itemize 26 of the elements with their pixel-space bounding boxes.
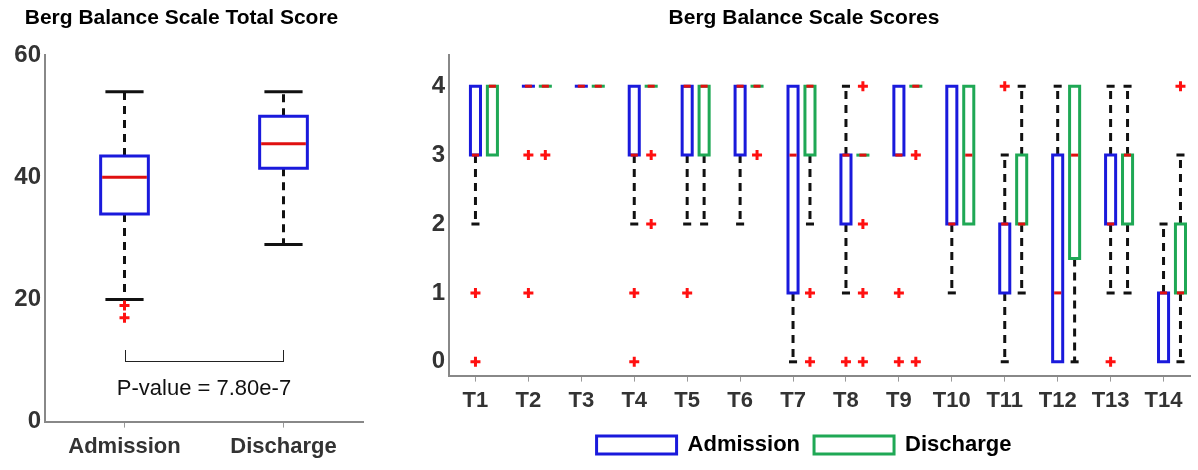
x-tick-label: T5 bbox=[674, 386, 701, 412]
x-tick-label: T2 bbox=[515, 386, 542, 412]
y-tick-label: 60 bbox=[14, 39, 41, 67]
x-tick-label: T6 bbox=[727, 386, 753, 412]
y-tick-label: 2 bbox=[431, 208, 445, 236]
y-tick-label: 4 bbox=[431, 70, 446, 98]
annotation: P-value = 7.80e-7 bbox=[116, 374, 292, 400]
x-tick-label: T10 bbox=[932, 386, 971, 412]
x-tick-label: T11 bbox=[986, 386, 1024, 412]
y-tick-label: 1 bbox=[431, 277, 445, 305]
y-tick-label: 40 bbox=[14, 161, 41, 189]
x-tick-label: T4 bbox=[621, 386, 648, 412]
chart-title: Berg Balance Scale Scores bbox=[668, 5, 940, 29]
x-tick-label: T3 bbox=[568, 386, 595, 412]
chart-title: Berg Balance Scale Total Score bbox=[24, 5, 339, 29]
x-tick-label: T1 bbox=[462, 386, 489, 412]
x-tick-label: T12 bbox=[1038, 386, 1077, 412]
x-tick-label: T8 bbox=[833, 386, 859, 412]
x-tick-label: T14 bbox=[1144, 386, 1184, 412]
y-tick-label: 0 bbox=[27, 406, 41, 434]
y-tick-label: 20 bbox=[14, 284, 41, 312]
x-tick-label: T9 bbox=[886, 386, 912, 412]
y-tick-label: 3 bbox=[431, 139, 445, 167]
y-tick-label: 0 bbox=[431, 346, 445, 374]
x-tick-label: T7 bbox=[780, 386, 806, 412]
x-tick-label: T13 bbox=[1091, 386, 1130, 412]
